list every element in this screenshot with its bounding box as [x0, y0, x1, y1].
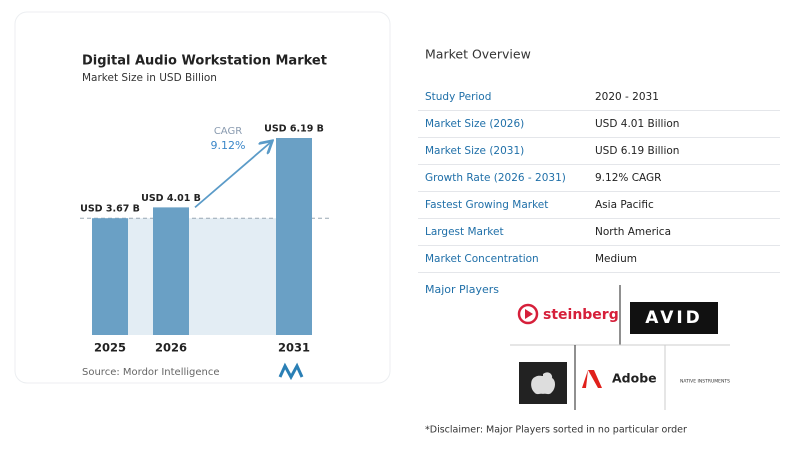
bar: [276, 138, 312, 335]
apple-icon: [531, 372, 555, 395]
source: Source: Mordor Intelligence: [82, 367, 220, 378]
overview-value: Medium: [595, 253, 637, 265]
x-tick-label: 2025: [94, 341, 126, 355]
x-tick-label: 2026: [155, 341, 187, 355]
player-name: AVID: [645, 308, 703, 328]
bar: [92, 218, 128, 335]
player-name: NATIVE INSTRUMENTS: [680, 379, 730, 385]
cagr-label: CAGR: [214, 126, 242, 137]
chart-title: Digital Audio Workstation Market: [82, 54, 327, 69]
logo-shape: [278, 362, 304, 381]
value-label: USD 3.67 B: [80, 204, 140, 215]
overview-key: Growth Rate (2026 - 2031): [425, 172, 566, 184]
player-name: steinberg: [543, 307, 619, 323]
overview-value: 2020 - 2031: [595, 91, 659, 103]
steinberg-icon: [517, 303, 539, 325]
overview-key: Study Period: [425, 91, 491, 103]
brand-logo: [278, 362, 304, 381]
value-label: USD 4.01 B: [141, 193, 201, 204]
overview-value: USD 4.01 Billion: [595, 118, 679, 130]
overview-key: Market Size (2026): [425, 118, 524, 130]
overview-key: Largest Market: [425, 226, 504, 238]
avid-box: [630, 302, 718, 334]
cagr-value: 9.12%: [211, 139, 246, 152]
chart-subtitle: Market Size in USD Billion: [82, 72, 217, 84]
overview-key: Fastest Growing Market: [425, 199, 548, 211]
overview-key: Market Concentration: [425, 253, 539, 265]
steinberg-icon: [525, 309, 533, 319]
players-title: Major Players: [425, 283, 499, 296]
bar: [153, 207, 189, 335]
overview-value: 9.12% CAGR: [595, 172, 661, 184]
overview-title: Market Overview: [425, 47, 531, 62]
x-tick-label: 2031: [278, 341, 310, 355]
overview-value: USD 6.19 Billion: [595, 145, 679, 157]
adobe-icon: [582, 370, 602, 388]
value-label: USD 6.19 B: [264, 124, 324, 135]
overview-key: Market Size (2031): [425, 145, 524, 157]
overview-value: North America: [595, 226, 671, 238]
disclaimer: *Disclaimer: Major Players sorted in no …: [425, 425, 687, 436]
player-name: Adobe: [612, 371, 657, 386]
player-logos: steinberg AVID Adobe NATIVE INSTRUMENTS: [510, 285, 730, 410]
overview-value: Asia Pacific: [595, 199, 654, 211]
reference-area: [128, 218, 276, 335]
cagr-arrow: [194, 142, 271, 209]
